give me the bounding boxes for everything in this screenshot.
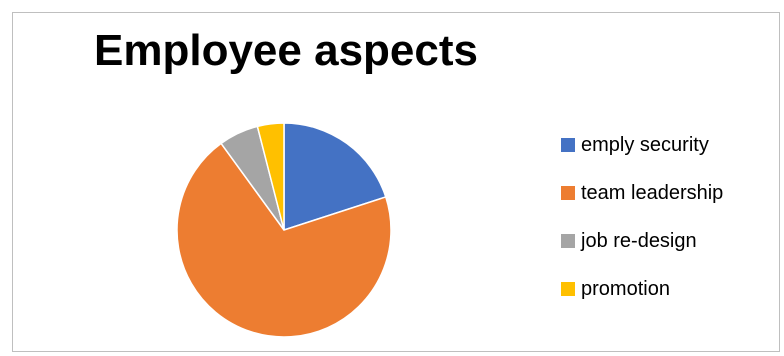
- legend: emply security team leadership job re-de…: [561, 133, 723, 325]
- legend-item-team-leadership: team leadership: [561, 181, 723, 205]
- chart-title: Employee aspects: [94, 26, 478, 75]
- legend-swatch-job-re-design: [561, 234, 575, 248]
- legend-label-team-leadership: team leadership: [581, 181, 724, 204]
- chart-area: [12, 12, 780, 352]
- legend-label-job-re-design: job re-design: [581, 229, 697, 252]
- legend-swatch-emply-security: [561, 138, 575, 152]
- legend-item-emply-security: emply security: [561, 133, 723, 157]
- legend-swatch-team-leadership: [561, 186, 575, 200]
- legend-item-promotion: promotion: [561, 277, 723, 301]
- pie-slice-team-leadership: [176, 142, 392, 338]
- legend-label-promotion: promotion: [581, 277, 670, 300]
- legend-label-emply-security: emply security: [581, 133, 709, 156]
- pie-slice-promotion: [256, 122, 285, 231]
- pie-slice-emply-security: [283, 122, 387, 232]
- legend-item-job-re-design: job re-design: [561, 229, 723, 253]
- legend-swatch-promotion: [561, 282, 575, 296]
